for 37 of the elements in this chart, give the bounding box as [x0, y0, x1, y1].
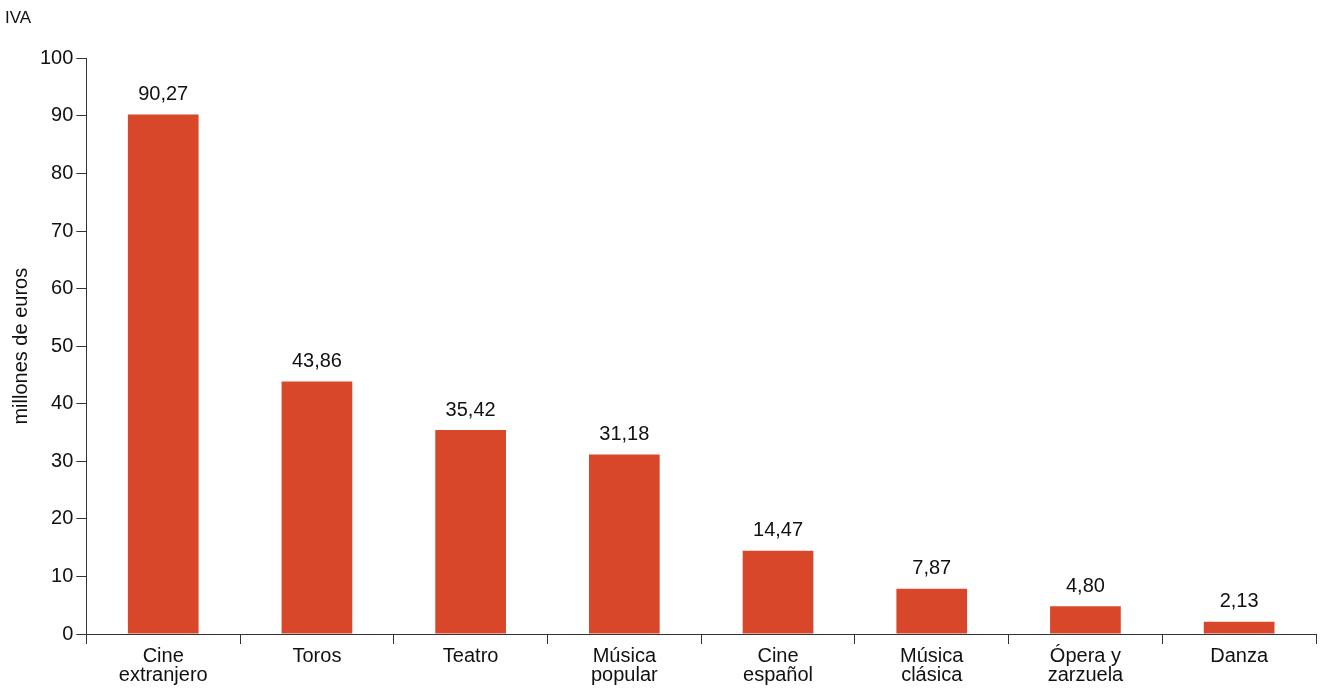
data-label: 4,80 [1065, 573, 1105, 596]
y-tick-label: 30 [51, 448, 74, 471]
bar [1050, 606, 1121, 634]
y-tick-label: 0 [62, 621, 74, 644]
y-tick-label: 90 [51, 103, 74, 126]
y-tick-label: 10 [51, 563, 74, 586]
y-tick-label: 70 [51, 218, 74, 241]
data-label: 7,87 [912, 556, 952, 579]
data-label: 2,13 [1219, 589, 1259, 612]
x-tick-label: Cine extranjero [118, 644, 208, 686]
y-tick-label: 60 [51, 276, 74, 299]
y-axis-title: millones de euros [8, 267, 31, 425]
bar [127, 114, 199, 634]
bar [742, 550, 814, 634]
data-label: 90,27 [138, 81, 189, 104]
y-tick-label: 40 [51, 391, 74, 414]
x-tick-label: Teatro [442, 644, 499, 667]
bar [896, 588, 968, 634]
data-label: 31,18 [599, 422, 650, 445]
bar [435, 430, 506, 634]
x-tick-label: Música popular [590, 644, 659, 686]
x-tick-label: Danza [1210, 644, 1269, 667]
y-tick-label: 50 [51, 333, 74, 356]
bar [588, 454, 660, 634]
data-label: 35,42 [445, 397, 496, 420]
y-tick-label: 100 [39, 45, 74, 68]
bar [281, 381, 353, 634]
data-label: 43,86 [291, 349, 342, 372]
x-tick-label: Ópera y zarzuela [1047, 644, 1125, 686]
y-tick-label: 20 [51, 506, 74, 529]
y-tick-label: 80 [51, 161, 74, 184]
x-tick-label: Cine español [743, 644, 814, 686]
x-tick-label: Toros [292, 644, 342, 667]
bar [1203, 621, 1275, 634]
x-tick-label: Música clásica [900, 644, 965, 686]
chart-title: IVA [5, 7, 32, 27]
data-label: 14,47 [753, 518, 804, 541]
